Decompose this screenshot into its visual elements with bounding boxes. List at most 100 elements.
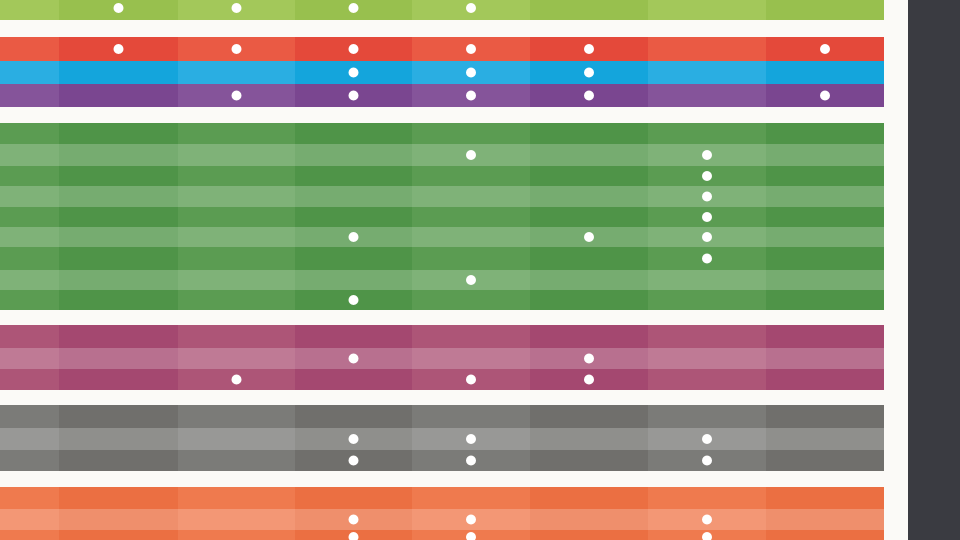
grid-cell	[412, 290, 530, 310]
row-group-magenta	[0, 325, 884, 390]
grid-cell	[59, 270, 178, 290]
marker-dot	[466, 275, 476, 285]
grid-cell	[530, 166, 648, 186]
grid-cell	[59, 123, 178, 144]
grid-cell	[766, 247, 884, 270]
grid-cell	[0, 0, 59, 20]
grid-cell	[178, 144, 295, 166]
grid-cell	[295, 144, 412, 166]
grid-cell	[0, 186, 59, 207]
grid-cell	[0, 450, 59, 471]
grid-cell	[59, 61, 178, 84]
grid-cell	[766, 207, 884, 227]
grid-cell	[412, 186, 530, 207]
dot-grid-chart	[0, 0, 884, 540]
grid-cell	[0, 487, 59, 509]
marker-dot	[348, 514, 359, 525]
grid-cell	[59, 405, 178, 428]
grid-cell	[530, 186, 648, 207]
grid-cell	[59, 207, 178, 227]
grid-cell	[0, 166, 59, 186]
grid-cell	[648, 405, 766, 428]
marker-dot	[231, 44, 242, 54]
grid-cell	[766, 530, 884, 540]
grid-cell	[412, 405, 530, 428]
marker-dot	[466, 532, 476, 540]
marker-dot	[584, 67, 594, 78]
grid-cell	[0, 207, 59, 227]
grid-cell	[766, 144, 884, 166]
row-group-blue	[0, 61, 884, 84]
marker-dot	[113, 3, 124, 13]
grid-cell	[295, 207, 412, 227]
grid-cell	[59, 450, 178, 471]
grid-cell	[766, 428, 884, 450]
grid-cell	[295, 405, 412, 428]
grid-cell	[0, 270, 59, 290]
grid-cell	[412, 207, 530, 227]
marker-dot	[466, 67, 476, 78]
grid-cell	[295, 166, 412, 186]
marker-dot	[348, 353, 359, 364]
grid-cell	[178, 166, 295, 186]
grid-cell	[0, 61, 59, 84]
grid-cell	[766, 325, 884, 348]
grid-cell	[0, 227, 59, 247]
grid-cell	[412, 166, 530, 186]
grid-cell	[530, 405, 648, 428]
grid-cell	[0, 123, 59, 144]
marker-dot	[584, 353, 594, 364]
grid-cell	[766, 61, 884, 84]
row-group-green	[0, 123, 884, 310]
grid-cell	[59, 487, 178, 509]
grid-cell	[412, 348, 530, 369]
grid-cell	[178, 509, 295, 530]
row-group-purple	[0, 84, 884, 107]
marker-dot	[584, 374, 594, 385]
grid-cell	[530, 144, 648, 166]
row-group-green-light	[0, 0, 884, 20]
marker-dot	[820, 90, 830, 101]
grid-cell	[766, 123, 884, 144]
grid-cell	[530, 207, 648, 227]
grid-cell	[766, 227, 884, 247]
grid-cell	[648, 348, 766, 369]
grid-cell	[178, 227, 295, 247]
grid-cell	[766, 186, 884, 207]
grid-cell	[0, 530, 59, 540]
grid-cell	[766, 290, 884, 310]
grid-cell	[648, 325, 766, 348]
grid-cell	[648, 0, 766, 20]
grid-cell	[412, 123, 530, 144]
grid-cell	[530, 325, 648, 348]
grid-cell	[0, 37, 59, 61]
grid-cell	[178, 290, 295, 310]
marker-dot	[702, 253, 712, 264]
grid-cell	[766, 166, 884, 186]
marker-dot	[348, 532, 359, 540]
grid-cell	[766, 348, 884, 369]
grid-cell	[766, 0, 884, 20]
marker-dot	[348, 455, 359, 466]
grid-cell	[412, 247, 530, 270]
marker-dot	[466, 434, 476, 444]
marker-dot	[466, 3, 476, 13]
marker-dot	[348, 44, 359, 54]
grid-cell	[766, 369, 884, 390]
grid-cell	[178, 348, 295, 369]
grid-cell	[648, 290, 766, 310]
grid-cell	[59, 348, 178, 369]
grid-cell	[0, 247, 59, 270]
grid-cell	[178, 61, 295, 84]
marker-dot	[702, 232, 712, 242]
grid-cell	[530, 290, 648, 310]
marker-dot	[584, 232, 594, 242]
grid-cell	[59, 428, 178, 450]
marker-dot	[702, 434, 712, 444]
grid-cell	[0, 428, 59, 450]
row-group-red	[0, 37, 884, 61]
grid-cell	[59, 369, 178, 390]
grid-cell	[0, 348, 59, 369]
grid-cell	[530, 0, 648, 20]
grid-cell	[530, 509, 648, 530]
